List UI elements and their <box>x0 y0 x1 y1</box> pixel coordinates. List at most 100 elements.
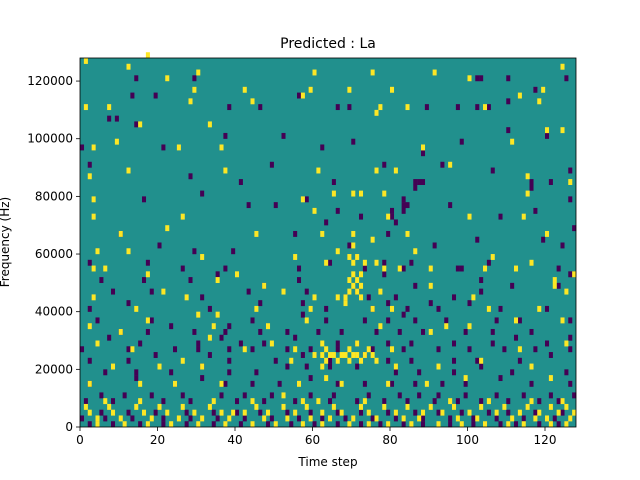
heatmap-cell-low <box>362 380 367 387</box>
heatmap-cell-low <box>359 409 364 416</box>
heatmap-cell-low <box>134 121 139 128</box>
heatmap-cell-high <box>339 380 344 387</box>
heatmap-cell-low <box>428 300 433 307</box>
heatmap-cell-high <box>409 421 414 428</box>
heatmap-cell-low <box>401 421 406 428</box>
heatmap-cell-high <box>320 352 325 358</box>
heatmap-cell-high <box>324 259 329 266</box>
heatmap-cell-high <box>517 409 522 416</box>
heatmap-cell-high <box>254 230 259 237</box>
heatmap-cell-high <box>479 357 484 364</box>
heatmap-cell-low <box>564 369 569 376</box>
heatmap-cell-low <box>328 259 333 266</box>
heatmap-cell-high <box>145 271 150 278</box>
heatmap-cell-high <box>324 375 329 382</box>
y-axis: 0 20000 40000 60000 80000 100000 120000 <box>27 74 80 434</box>
heatmap-cell-low <box>359 213 364 220</box>
heatmap-cell-high <box>308 305 313 312</box>
heatmap-cell-high <box>351 415 356 422</box>
heatmap-cell-high <box>165 409 170 416</box>
heatmap-cell-high <box>537 98 542 105</box>
heatmap-cell-low <box>560 242 565 249</box>
heatmap-cell-high <box>378 104 383 111</box>
heatmap-cell-low <box>479 288 484 295</box>
heatmap-cell-high <box>378 288 383 295</box>
heatmap-cell-low <box>134 369 139 376</box>
heatmap-cell-low <box>227 346 232 353</box>
heatmap-cell-high <box>188 98 193 105</box>
heatmap-cell-low <box>537 421 542 428</box>
heatmap-cell-high <box>347 421 352 428</box>
heatmap-cell-high <box>281 288 286 295</box>
heatmap-cell-low <box>277 380 282 387</box>
heatmap-cell-high <box>192 86 197 93</box>
heatmap-cell-high <box>351 271 356 278</box>
heatmap-cell-low <box>87 357 92 364</box>
heatmap-cell-low <box>494 317 499 324</box>
heatmap-cell-low <box>521 415 526 422</box>
heatmap-cell-high <box>207 334 212 341</box>
heatmap-cell-high <box>452 403 457 410</box>
heatmap-cell-high <box>393 167 398 174</box>
heatmap-cell-high <box>463 375 468 382</box>
heatmap-cell-low <box>490 340 495 347</box>
heatmap-cell-low <box>192 75 197 82</box>
heatmap-cell-high <box>572 271 577 278</box>
heatmap-cell-low <box>192 328 197 335</box>
heatmap-cell-low <box>440 161 445 168</box>
heatmap-cell-low <box>285 409 290 416</box>
heatmap-cell-high <box>83 58 88 64</box>
heatmap-cell-low <box>192 248 197 255</box>
heatmap-cell-low <box>153 409 158 416</box>
heatmap-cell-high <box>83 403 88 410</box>
heatmap-cell-high <box>382 403 387 410</box>
heatmap-cell-high <box>548 375 553 382</box>
heatmap-cell-low <box>448 421 453 428</box>
heatmap-cell-low <box>498 421 503 428</box>
heatmap-cell-low <box>409 259 414 266</box>
heatmap-cell-low <box>568 380 573 387</box>
heatmap-cell-low <box>161 398 166 405</box>
heatmap-cell-high <box>320 421 325 428</box>
heatmap-cell-low <box>463 380 468 387</box>
heatmap-cell-high <box>390 305 395 312</box>
heatmap-cell-low <box>390 213 395 220</box>
heatmap-cell-low <box>529 380 534 387</box>
heatmap-cell-high <box>242 86 247 93</box>
heatmap-cell-high <box>262 415 267 422</box>
heatmap-cell-low <box>471 415 476 422</box>
heatmap-cell-low <box>370 346 375 353</box>
heatmap-cell-high <box>378 323 383 330</box>
heatmap-cell-low <box>529 184 534 191</box>
heatmap-cell-high <box>331 403 336 410</box>
heatmap-cell-high <box>293 254 298 260</box>
heatmap-cell-high <box>231 409 236 416</box>
heatmap-cell-high <box>91 265 96 272</box>
heatmap-cell-low <box>157 242 162 249</box>
heatmap-cell-low <box>355 398 360 405</box>
heatmap-cell-low <box>479 363 484 370</box>
heatmap-cell-high <box>374 357 379 364</box>
heatmap-cell-low <box>223 328 228 335</box>
heatmap-cell-low <box>83 398 88 405</box>
heatmap-cell-low <box>335 207 340 214</box>
heatmap-cell-low <box>126 300 131 307</box>
heatmap-cell-low <box>196 340 201 347</box>
heatmap-cell-high <box>304 317 309 324</box>
heatmap-cell-high <box>312 207 317 214</box>
heatmap-cell-low <box>250 380 255 387</box>
heatmap-cell-low <box>413 317 418 324</box>
heatmap-cell-high <box>149 415 154 422</box>
heatmap-cell-low <box>413 282 418 289</box>
heatmap-cell-low <box>378 421 383 428</box>
heatmap-cell-low <box>401 311 406 318</box>
heatmap-cell-high <box>355 277 360 284</box>
heatmap-cell-low <box>506 398 511 405</box>
heatmap-cell-low <box>161 421 166 428</box>
heatmap-cell-high <box>254 305 259 312</box>
heatmap-cell-low <box>161 144 166 151</box>
heatmap-cell-low <box>448 415 453 422</box>
heatmap-cell-high <box>300 421 305 428</box>
heatmap-cell-high <box>382 265 387 272</box>
heatmap-cell-high <box>397 265 402 272</box>
